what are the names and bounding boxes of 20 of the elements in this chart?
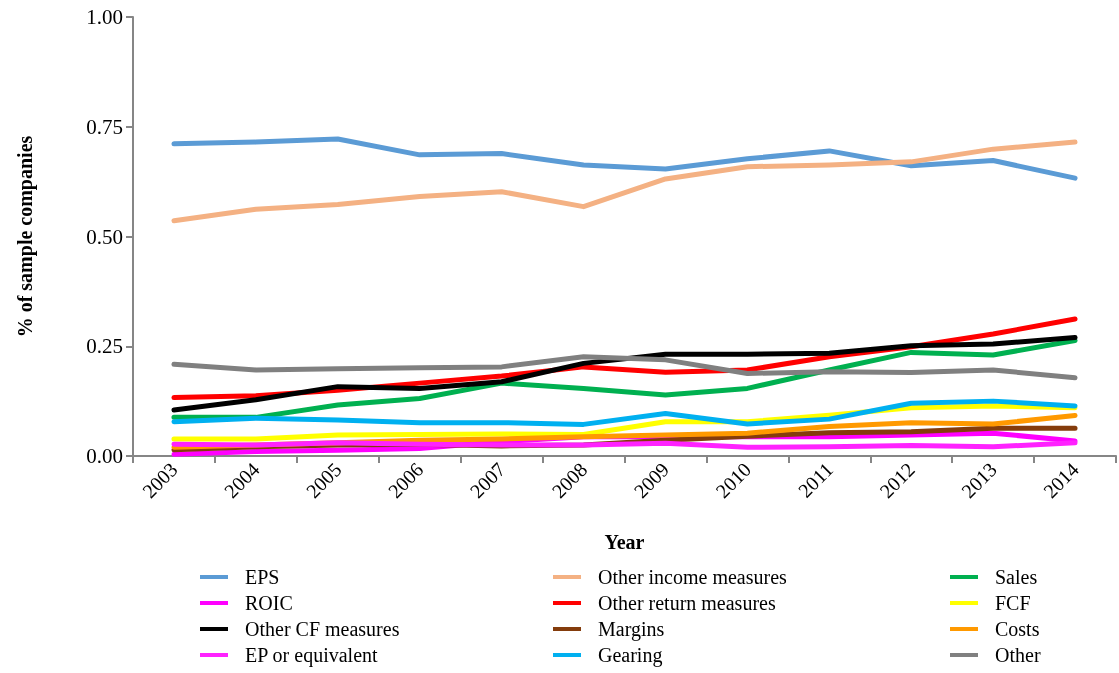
y-tick-label: 1.00: [86, 5, 123, 29]
legend-label: Other return measures: [598, 592, 776, 614]
legend-label: Costs: [995, 618, 1040, 640]
legend-label: Margins: [598, 618, 665, 641]
legend-label: FCF: [995, 592, 1031, 614]
legend-label: Other CF measures: [245, 618, 400, 640]
legend-label: ROIC: [245, 592, 293, 614]
y-tick-label: 0.50: [86, 224, 123, 249]
y-tick-label: 0.25: [86, 334, 123, 359]
legend-label: Other income measures: [598, 566, 788, 588]
legend-label: EP or equivalent: [245, 644, 378, 667]
legend-label: Other: [995, 644, 1041, 666]
y-tick-label: 0.75: [86, 114, 123, 139]
legend-label: Gearing: [598, 644, 663, 667]
y-tick-label: 0.00: [86, 444, 123, 468]
y-axis-title: % of sample companies: [14, 135, 37, 338]
x-tick-label: 2011: [793, 458, 838, 502]
legend-label: Sales: [995, 566, 1038, 588]
legend-label: EPS: [245, 566, 280, 588]
x-axis-title: Year: [604, 531, 645, 553]
